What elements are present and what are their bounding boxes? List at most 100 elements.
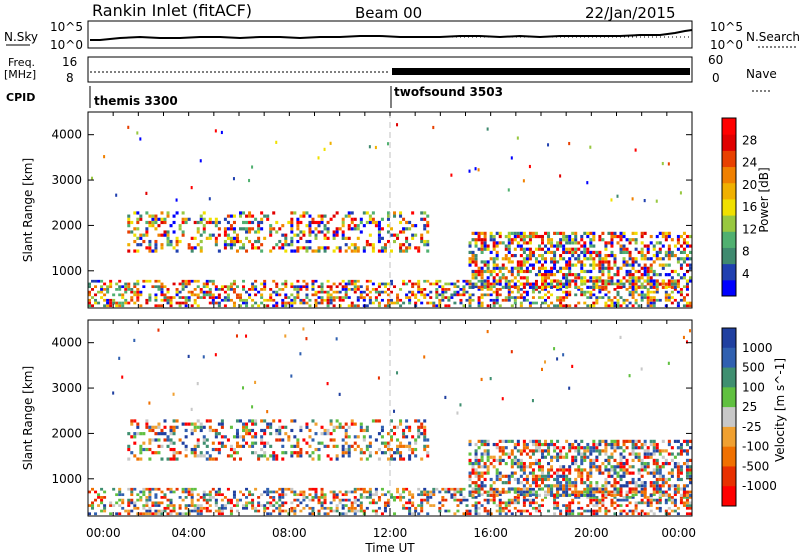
heat-cell (670, 285, 674, 289)
heat-cell (362, 298, 366, 302)
heat-cell (441, 290, 445, 294)
heat-cell (447, 487, 451, 491)
heat-cell (492, 465, 496, 469)
heat-cell (109, 501, 113, 505)
heat-cell (468, 244, 472, 248)
heat-cell (562, 234, 566, 239)
heat-cell (386, 501, 390, 505)
heat-cell (631, 304, 635, 308)
heat-cell (634, 493, 638, 497)
heat-cell (365, 279, 369, 283)
heat-cell (483, 234, 487, 239)
heat-cell (344, 236, 348, 240)
heat-cell (643, 465, 647, 469)
heat-cell (365, 490, 369, 494)
heat-cell (649, 509, 653, 513)
heat-cell (510, 279, 514, 283)
heat-cell (305, 288, 309, 291)
heat-cell (414, 447, 418, 452)
heat-cell (341, 425, 345, 429)
heat-cell (178, 304, 182, 308)
heat-cell (208, 428, 212, 433)
heat-cell (498, 266, 502, 270)
heat-cell (251, 435, 255, 439)
heat-cell (679, 493, 683, 497)
heat-cell (534, 474, 538, 478)
heat-cell (365, 288, 369, 291)
heat-cell (444, 304, 448, 308)
heat-cell (550, 238, 554, 242)
heat-cell (205, 506, 209, 510)
heat-cell (100, 498, 104, 502)
heat-cell (287, 512, 291, 516)
heat-cell (643, 244, 647, 248)
heat-cell (501, 501, 505, 505)
heat-cell (516, 136, 519, 140)
heat-cell (631, 465, 635, 469)
heat-cell (329, 288, 333, 291)
heat-cell (100, 288, 104, 291)
heat-cell (652, 273, 656, 277)
heat-cell (607, 474, 611, 478)
heat-cell (640, 234, 644, 239)
heat-cell (426, 293, 430, 297)
heat-cell (550, 279, 554, 283)
heat-cell (553, 455, 557, 459)
heat-cell (598, 266, 602, 270)
heat-cell (175, 239, 179, 244)
heat-cell (402, 432, 406, 436)
heat-cell (528, 234, 532, 239)
heat-cell (547, 490, 551, 494)
heat-cell (426, 493, 430, 497)
heat-cell (296, 249, 300, 253)
heat-cell (534, 439, 538, 443)
heat-cell (504, 446, 508, 450)
heat-cell (214, 288, 218, 291)
heat-cell (399, 246, 403, 250)
heat-cell (263, 490, 267, 494)
heat-cell (223, 230, 227, 234)
heat-cell (441, 285, 445, 289)
heat-cell (486, 304, 490, 308)
heat-cell (130, 501, 134, 505)
heat-cell (628, 290, 632, 294)
heat-cell (604, 493, 608, 497)
heat-cell (649, 498, 653, 502)
heat-cell (670, 509, 674, 513)
heat-cell (254, 509, 258, 513)
heat-cell (676, 282, 680, 286)
heat-cell (595, 455, 599, 459)
heat-cell (142, 512, 146, 516)
heat-cell (682, 285, 686, 289)
heat-cell (281, 425, 285, 429)
heat-cell (483, 484, 487, 488)
heat-cell (531, 399, 534, 403)
heat-cell (501, 298, 505, 302)
heat-cell (199, 288, 203, 291)
heat-cell (272, 419, 276, 423)
heat-cell (498, 509, 502, 513)
heat-cell (471, 462, 475, 466)
heat-cell (344, 214, 348, 218)
heat-cell (571, 501, 575, 505)
heat-cell (474, 455, 478, 459)
heat-cell (580, 471, 584, 475)
heat-cell (544, 273, 548, 277)
heat-cell (426, 243, 430, 247)
heat-cell (284, 493, 288, 497)
y-tick-label: 3000 (51, 173, 82, 187)
heat-cell (371, 509, 375, 513)
heat-cell (320, 220, 324, 225)
heat-cell (673, 288, 677, 291)
heat-cell (471, 285, 475, 289)
heat-cell (374, 490, 378, 494)
heat-cell (525, 490, 529, 494)
heat-cell (163, 298, 167, 302)
heat-cell (380, 428, 384, 433)
heat-cell (553, 231, 557, 235)
heat-cell (688, 506, 692, 510)
colorbar-swatch (722, 166, 736, 184)
heat-cell (462, 512, 466, 516)
heat-cell (498, 458, 502, 463)
heat-cell (667, 462, 671, 466)
